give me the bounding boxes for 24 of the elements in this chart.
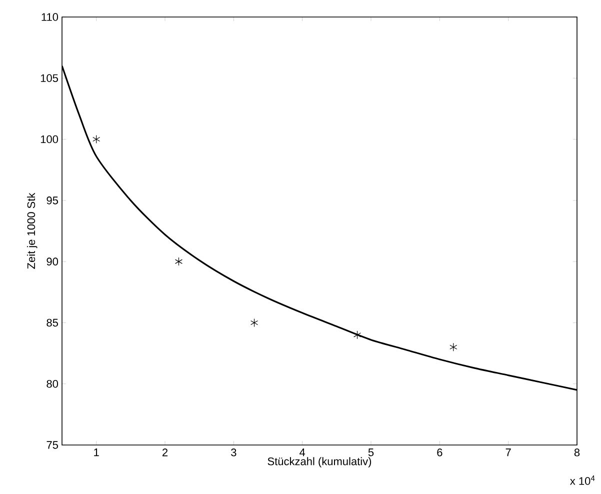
point (450, 342, 458, 352)
point (174, 257, 183, 266)
point (354, 330, 362, 340)
text: x 10$^{4}$ (570, 476, 595, 485)
x-tick-label: 2 (162, 448, 168, 456)
y-tick-label: 105 (40, 74, 58, 82)
x-tick-label: 6 (437, 448, 442, 456)
y-tick-label: 110 (42, 13, 58, 21)
x-axis-title: Stückzahl (kumulativ) (268, 457, 372, 468)
x-tick-label: 7 (506, 448, 511, 456)
point (92, 134, 100, 144)
point (250, 318, 258, 327)
y-tick-label: 95 (46, 196, 58, 204)
y-tick-label: 90 (46, 258, 58, 266)
x-tick-label: 4 (300, 448, 306, 456)
y-tick-label: 100 (40, 135, 58, 144)
y-tick-label: 80 (46, 380, 58, 388)
y-tick-label: 85 (46, 318, 58, 327)
x-tick-label: 1 (94, 448, 99, 456)
x-tick-label: 8 (574, 448, 580, 456)
x-tick-label: 3 (231, 448, 236, 456)
y-tick-label: 75 (46, 441, 58, 449)
y-axis-title: Zeit je 1000 Stk (27, 192, 38, 269)
x-tick-label: 5 (368, 448, 374, 456)
